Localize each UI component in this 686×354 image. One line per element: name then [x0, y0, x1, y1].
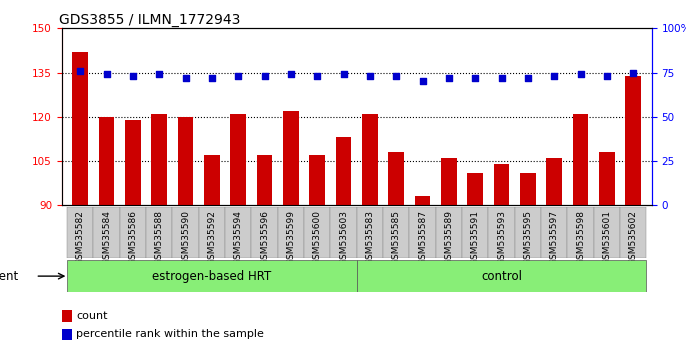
- Bar: [410, 207, 436, 258]
- Bar: [146, 207, 172, 258]
- Point: [364, 73, 375, 79]
- Text: GDS3855 / ILMN_1772943: GDS3855 / ILMN_1772943: [59, 13, 240, 27]
- Point: [154, 72, 165, 77]
- Bar: [414, 196, 431, 205]
- Bar: [436, 207, 462, 258]
- Bar: [72, 52, 88, 205]
- Bar: [204, 155, 220, 205]
- Bar: [152, 114, 167, 205]
- Bar: [357, 207, 383, 258]
- Bar: [541, 207, 567, 258]
- Text: GSM535584: GSM535584: [102, 210, 111, 264]
- Bar: [67, 260, 357, 292]
- Text: count: count: [76, 310, 108, 321]
- Bar: [62, 329, 72, 340]
- Point: [443, 75, 454, 81]
- Bar: [278, 207, 304, 258]
- Text: GSM535590: GSM535590: [181, 210, 190, 265]
- Bar: [620, 207, 646, 258]
- Bar: [488, 207, 514, 258]
- Text: GSM535596: GSM535596: [260, 210, 269, 265]
- Text: control: control: [481, 270, 522, 282]
- Bar: [199, 207, 225, 258]
- Bar: [383, 207, 410, 258]
- Bar: [225, 207, 251, 258]
- Text: GSM535586: GSM535586: [128, 210, 137, 265]
- Bar: [172, 207, 199, 258]
- Point: [75, 68, 86, 74]
- Bar: [462, 207, 488, 258]
- Point: [496, 75, 507, 81]
- Point: [101, 72, 112, 77]
- Bar: [335, 137, 351, 205]
- Bar: [357, 260, 646, 292]
- Point: [391, 73, 402, 79]
- Text: GSM535589: GSM535589: [445, 210, 453, 265]
- Text: GSM535603: GSM535603: [339, 210, 348, 265]
- Bar: [331, 207, 357, 258]
- Bar: [283, 111, 299, 205]
- Bar: [514, 207, 541, 258]
- Text: GSM535599: GSM535599: [286, 210, 296, 265]
- Bar: [125, 120, 141, 205]
- Point: [311, 73, 322, 79]
- Point: [602, 73, 613, 79]
- Bar: [178, 117, 193, 205]
- Bar: [546, 158, 562, 205]
- Bar: [304, 207, 331, 258]
- Point: [180, 75, 191, 81]
- Text: GSM535598: GSM535598: [576, 210, 585, 265]
- Point: [575, 72, 586, 77]
- Text: agent: agent: [0, 270, 19, 282]
- Text: GSM535583: GSM535583: [366, 210, 375, 265]
- Bar: [441, 158, 457, 205]
- Bar: [494, 164, 510, 205]
- Bar: [62, 310, 72, 321]
- Point: [470, 75, 481, 81]
- Text: GSM535592: GSM535592: [207, 210, 216, 264]
- Bar: [251, 207, 278, 258]
- Point: [206, 75, 217, 81]
- Point: [285, 72, 296, 77]
- Bar: [119, 207, 146, 258]
- Point: [628, 70, 639, 75]
- Text: percentile rank within the sample: percentile rank within the sample: [76, 329, 264, 339]
- Text: GSM535594: GSM535594: [234, 210, 243, 264]
- Text: GSM535588: GSM535588: [154, 210, 164, 265]
- Text: estrogen-based HRT: estrogen-based HRT: [152, 270, 272, 282]
- Text: GSM535593: GSM535593: [497, 210, 506, 265]
- Text: GSM535582: GSM535582: [75, 210, 84, 264]
- Bar: [626, 75, 641, 205]
- Bar: [93, 207, 119, 258]
- Bar: [520, 173, 536, 205]
- Text: GSM535585: GSM535585: [392, 210, 401, 265]
- Bar: [599, 152, 615, 205]
- Bar: [309, 155, 325, 205]
- Point: [259, 73, 270, 79]
- Bar: [467, 173, 483, 205]
- Bar: [362, 114, 378, 205]
- Text: GSM535597: GSM535597: [549, 210, 559, 265]
- Text: GSM535601: GSM535601: [602, 210, 611, 265]
- Point: [128, 73, 139, 79]
- Text: GSM535591: GSM535591: [471, 210, 480, 265]
- Text: GSM535600: GSM535600: [313, 210, 322, 265]
- Point: [417, 79, 428, 84]
- Point: [549, 73, 560, 79]
- Text: GSM535595: GSM535595: [523, 210, 532, 265]
- Point: [338, 72, 349, 77]
- Bar: [230, 114, 246, 205]
- Bar: [67, 207, 93, 258]
- Bar: [594, 207, 620, 258]
- Bar: [573, 114, 589, 205]
- Point: [233, 73, 244, 79]
- Bar: [99, 117, 115, 205]
- Point: [523, 75, 534, 81]
- Bar: [257, 155, 272, 205]
- Bar: [388, 152, 404, 205]
- Bar: [567, 207, 594, 258]
- Text: GSM535587: GSM535587: [418, 210, 427, 265]
- Text: GSM535602: GSM535602: [629, 210, 638, 264]
